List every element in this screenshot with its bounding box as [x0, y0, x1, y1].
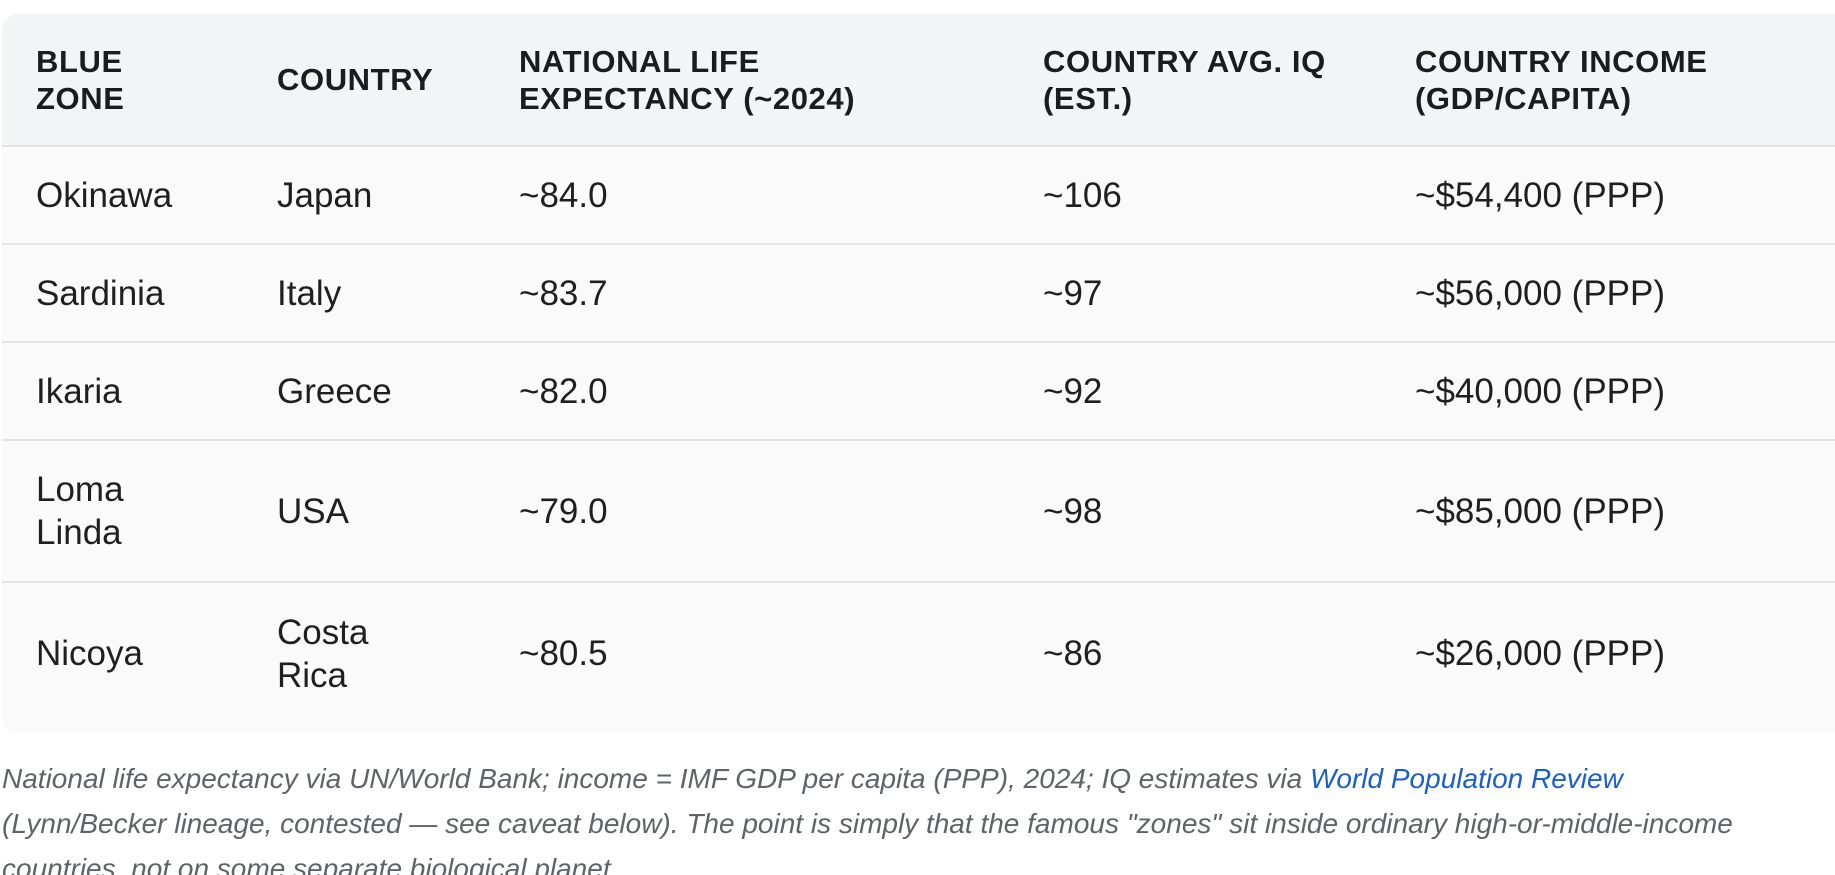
cell-text: Japan: [277, 175, 373, 215]
blue-zones-table: BLUE ZONE COUNTRY NATIONAL LIFE EXPECTAN…: [2, 14, 1835, 724]
cell-country: Italy: [243, 244, 485, 343]
cell-country: USA: [243, 440, 485, 583]
cell-avg-iq: ~92: [1009, 342, 1381, 441]
cell-life-expectancy: ~83.7: [485, 244, 1009, 343]
blue-zones-table-card: BLUE ZONE COUNTRY NATIONAL LIFE EXPECTAN…: [2, 14, 1835, 732]
cell-blue-zone: Nicoya: [2, 582, 243, 724]
header-text: (GDP/CAPITA): [1415, 80, 1632, 116]
cell-text: Rica: [277, 655, 348, 695]
header-text: NATIONAL LIFE: [519, 43, 760, 79]
cell-blue-zone: Ikaria: [2, 342, 243, 441]
header-text: ZONE: [36, 80, 125, 116]
footnote-line-3: countries, not on some separate biologic…: [2, 853, 619, 875]
footnote-text: National life expectancy via UN/World Ba…: [2, 763, 1310, 794]
cell-country: Greece: [243, 342, 485, 441]
cell-country: Japan: [243, 146, 485, 245]
cell-life-expectancy: ~84.0: [485, 146, 1009, 245]
header-income: COUNTRY INCOME (GDP/CAPITA): [1381, 14, 1835, 147]
cell-life-expectancy: ~79.0: [485, 440, 1009, 583]
cell-income: ~$85,000 (PPP): [1381, 440, 1835, 583]
header-text: COUNTRY AVG. IQ: [1043, 43, 1326, 79]
cell-text: Italy: [277, 273, 342, 313]
header-country: COUNTRY: [243, 14, 485, 147]
footnote-line-1: National life expectancy via UN/World Ba…: [2, 756, 1835, 801]
cell-income: ~$40,000 (PPP): [1381, 342, 1835, 441]
table-row: Nicoya Costa Rica ~80.5 ~86 ~$26,000 (PP…: [2, 582, 1835, 724]
cell-text: Okinawa: [36, 175, 173, 215]
table-row: Sardinia Italy ~83.7 ~97 ~$56,000 (PPP): [2, 244, 1835, 343]
cell-text: Greece: [277, 371, 392, 411]
cell-income: ~$26,000 (PPP): [1415, 634, 1666, 673]
header-text: COUNTRY INCOME: [1415, 43, 1708, 79]
cell-avg-iq: ~106: [1009, 146, 1381, 245]
cell-country: Costa Rica: [243, 582, 485, 724]
header-life-expectancy: NATIONAL LIFE EXPECTANCY (~2024): [485, 14, 1009, 147]
cell-blue-zone: Sardinia: [2, 244, 243, 343]
header-text: EXPECTANCY (~2024): [519, 80, 856, 116]
cell-text: Nicoya: [36, 634, 143, 673]
table-row: Ikaria Greece ~82.0 ~92 ~$40,000 (PPP): [2, 342, 1835, 441]
header-avg-iq: COUNTRY AVG. IQ (EST.): [1009, 14, 1381, 147]
table-row: Loma Linda USA ~79.0 ~98 ~$85,000 (PPP): [2, 440, 1835, 583]
world-population-review-link[interactable]: World Population Review: [1309, 763, 1623, 794]
header-text: COUNTRY: [277, 62, 434, 97]
cell-blue-zone: Loma Linda: [2, 440, 243, 583]
source-footnote: National life expectancy via UN/World Ba…: [2, 756, 1835, 875]
table-row: Okinawa Japan ~84.0 ~106 ~$54,400 (PPP): [2, 146, 1835, 245]
cell-life-expectancy: ~82.0: [485, 342, 1009, 441]
table-header-row: BLUE ZONE COUNTRY NATIONAL LIFE EXPECTAN…: [2, 14, 1835, 147]
cell-text: Sardinia: [36, 273, 165, 313]
cell-text: Linda: [36, 513, 122, 552]
cell-avg-iq: ~86: [1043, 634, 1103, 673]
cell-avg-iq: ~98: [1009, 440, 1381, 583]
cell-blue-zone: Okinawa: [2, 146, 243, 245]
cell-life-expectancy: ~80.5: [519, 634, 608, 673]
header-blue-zone: BLUE ZONE: [2, 14, 243, 147]
header-text: (EST.): [1043, 80, 1133, 116]
cell-text: Costa: [277, 612, 369, 652]
header-text: BLUE: [36, 43, 123, 79]
cell-text: Loma: [36, 470, 124, 509]
footnote-line-2: (Lynn/Becker lineage, contested — see ca…: [2, 808, 1733, 839]
cell-text: USA: [277, 491, 349, 531]
cell-avg-iq: ~97: [1009, 244, 1381, 343]
cell-income: ~$54,400 (PPP): [1381, 146, 1835, 245]
cell-income: ~$56,000 (PPP): [1381, 244, 1835, 343]
cell-text: Ikaria: [36, 371, 122, 411]
